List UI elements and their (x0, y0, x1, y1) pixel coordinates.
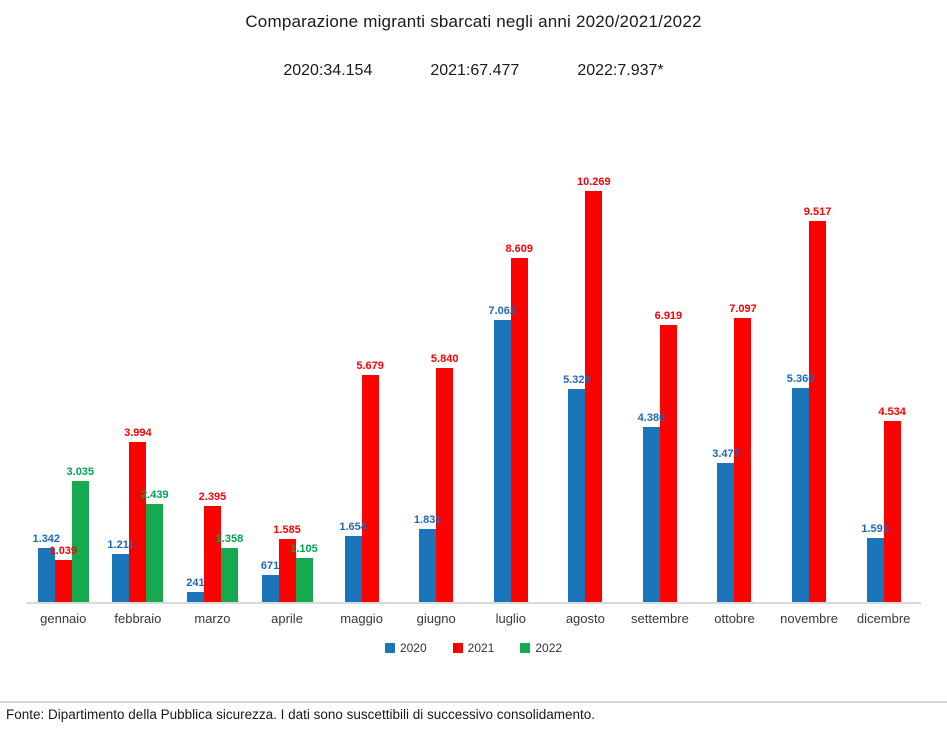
yearly-totals: 2020:34.154 2021:67.477 2022:7.937* (0, 62, 947, 80)
x-label-aprile: aprile (271, 611, 303, 626)
bar-2021-maggio: 5.679 (356, 360, 384, 602)
bar-value-label-2021-febbraio: 3.994 (124, 427, 152, 439)
bar-value-label-2020-novembre: 5.360 (786, 373, 815, 385)
bar-value-label-2021-settembre: 6.919 (654, 310, 683, 322)
bar-2021-marzo: 2.395 (199, 491, 226, 602)
bar-value-label-2021-marzo: 2.395 (198, 491, 227, 503)
x-label-luglio: luglio (495, 611, 526, 626)
bar-value-label-2021-aprile: 1.585 (273, 524, 301, 536)
bar-value-label-2020-dicembre: 1.591 (861, 523, 889, 535)
bar-value-label-2021-gennaio: 1.039 (49, 545, 78, 557)
bar-group-aprile: 671 1.585 1.105 (250, 164, 325, 602)
bar-2020-novembre: 5.360 (787, 373, 814, 602)
bar-value-label-2021-agosto: 10.269 (577, 176, 611, 188)
bar-2020-gennaio: 1.342 (33, 533, 60, 602)
x-label-febbraio: febbraio (114, 611, 162, 626)
bar-value-label-2021-ottobre: 7.097 (729, 303, 757, 315)
x-label-novembre: novembre (780, 611, 838, 626)
bar-value-label-2020-settembre: 4.386 (637, 412, 666, 424)
legend-swatch-2020 (384, 643, 395, 653)
x-label-marzo: marzo (194, 611, 231, 626)
bar-value-label-2021-dicembre: 4.534 (878, 406, 906, 418)
bar-2021-agosto: 10.269 (577, 176, 611, 602)
bar-group-ottobre: 3.477 7.097 (697, 164, 772, 602)
bar-value-label-2022-marzo: 1.358 (215, 533, 244, 545)
bar-group-giugno: 1.831 5.840 (399, 164, 474, 602)
x-label-giugno: giugno (416, 611, 456, 626)
bar-value-label-2020-luglio: 7.062 (488, 305, 517, 317)
bar-value-label-2021-giugno: 5.840 (430, 353, 459, 365)
bar-group-febbraio: 1.211 3.994 2.439 (101, 164, 176, 602)
bar-chart: 1.342 1.039 3.035 1.211 3.994 2.439 241 2.395 1.… (26, 164, 921, 655)
bar-value-label-2020-ottobre: 3.477 (712, 448, 740, 460)
bar-value-label-2020-aprile: 671 (260, 560, 280, 572)
bar-2021-luglio: 8.609 (505, 243, 533, 602)
bar-2021-gennaio: 1.039 (50, 545, 77, 602)
legend-label-2020: 2020 (399, 641, 427, 655)
bar-group-gennaio: 1.342 1.039 3.035 (26, 164, 101, 602)
x-axis-labels: gennaio febbraio marzo aprile maggio giugno lu… (26, 611, 921, 626)
legend: 2020 2021 2022 (26, 641, 921, 655)
bar-group-maggio: 1.654 5.679 (324, 164, 399, 602)
chart-title: Comparazione migranti sbarcati negli ann… (245, 12, 702, 31)
x-label-gennaio: gennaio (40, 611, 87, 626)
bar-2020-maggio: 1.654 (339, 521, 367, 602)
bar-2021-dicembre: 4.534 (878, 406, 906, 602)
bar-2022-gennaio: 3.035 (67, 466, 94, 602)
x-label-maggio: maggio (340, 611, 383, 626)
bar-group-agosto: 5.328 10.269 (548, 164, 623, 602)
bar-2022-febbraio: 2.439 (141, 489, 169, 602)
legend-label-2021: 2021 (467, 641, 495, 655)
bar-value-label-2022-aprile: 1.105 (290, 543, 318, 555)
legend-item-2022: 2022 (520, 641, 562, 655)
x-label-settembre: settembre (631, 611, 689, 626)
bar-group-dicembre: 1.591 4.534 (846, 164, 921, 602)
bar-group-luglio: 7.062 8.609 (473, 164, 548, 602)
x-label-ottobre: ottobre (714, 611, 755, 626)
bar-group-marzo: 241 2.395 1.358 (175, 164, 250, 602)
legend-label-2022: 2022 (535, 641, 563, 655)
source-note: Fonte: Dipartimento della Pubblica sicur… (0, 701, 947, 722)
bar-2020-febbraio: 1.211 (107, 539, 134, 602)
bar-2020-luglio: 7.062 (488, 305, 516, 602)
bar-2021-febbraio: 3.994 (124, 427, 152, 602)
bar-2021-ottobre: 7.097 (729, 303, 757, 602)
x-label-agosto: agosto (565, 611, 605, 626)
legend-item-2021: 2021 (452, 641, 495, 655)
bar-value-label-2022-gennaio: 3.035 (66, 466, 95, 478)
bar-group-settembre: 4.386 6.919 (623, 164, 698, 602)
bar-2022-marzo: 1.358 (216, 533, 243, 602)
bar-2020-marzo: 241 (186, 577, 205, 602)
legend-swatch-2021 (452, 643, 463, 653)
bar-2020-agosto: 5.328 (563, 374, 591, 602)
bar-2020-aprile: 671 (261, 560, 279, 602)
bar-2020-settembre: 4.386 (638, 412, 665, 602)
bar-value-label-2021-luglio: 8.609 (505, 243, 534, 255)
x-label-dicembre: dicembre (856, 611, 911, 626)
bar-value-label-2020-gennaio: 1.342 (32, 533, 61, 545)
bar-value-label-2021-maggio: 5.679 (356, 360, 384, 372)
bar-2021-novembre: 9.517 (804, 206, 831, 602)
bar-value-label-2020-giugno: 1.831 (413, 514, 442, 526)
bar-2020-giugno: 1.831 (414, 514, 441, 602)
plot-area: 1.342 1.039 3.035 1.211 3.994 2.439 241 2.395 1.… (26, 164, 921, 604)
bar-group-novembre: 5.360 9.517 (772, 164, 847, 602)
bar-value-label-2020-febbraio: 1.211 (107, 539, 135, 551)
total-2020: 2020:34.154 (283, 62, 373, 79)
bar-value-label-2020-marzo: 241 (186, 577, 205, 589)
total-2021: 2021:67.477 (430, 62, 520, 79)
legend-item-2020: 2020 (384, 641, 427, 655)
bar-2021-aprile: 1.585 (273, 524, 301, 602)
bar-value-label-2022-febbraio: 2.439 (141, 489, 169, 501)
bar-2022-aprile: 1.105 (290, 543, 318, 602)
bar-2020-dicembre: 1.591 (861, 523, 889, 602)
bar-2021-settembre: 6.919 (655, 310, 682, 602)
legend-swatch-2022 (520, 643, 531, 653)
bar-value-label-2020-maggio: 1.654 (339, 521, 367, 533)
bar-2020-ottobre: 3.477 (712, 448, 740, 602)
total-2022: 2022:7.937* (577, 62, 664, 79)
bar-value-label-2020-agosto: 5.328 (563, 374, 591, 386)
bar-2021-giugno: 5.840 (431, 353, 458, 602)
bar-value-label-2021-novembre: 9.517 (803, 206, 832, 218)
